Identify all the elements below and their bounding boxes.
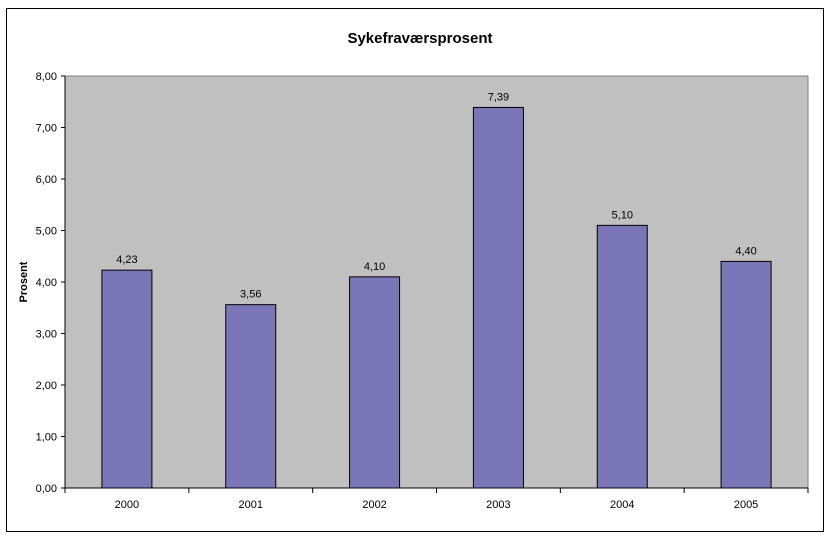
- x-axis: 2000 2001 2002 2003 2004 2005: [64, 487, 809, 511]
- data-label-2001: 3,56: [240, 289, 261, 301]
- x-tick-label-2003: 2003: [486, 499, 510, 511]
- data-label-2004: 5,10: [612, 209, 633, 221]
- bar-2001: [225, 304, 277, 489]
- data-label-2000: 4,23: [116, 254, 137, 266]
- bar-2000: [101, 269, 153, 489]
- y-tick-label: 5,00: [36, 226, 57, 238]
- y-axis-label: Prosent: [18, 261, 30, 302]
- x-tick-label-2001: 2001: [239, 499, 263, 511]
- y-tick-label: 3,00: [36, 329, 57, 341]
- bar-2004: [596, 224, 648, 489]
- x-tick-label-2005: 2005: [734, 499, 758, 511]
- chart-title: Sykefraværsprosent: [347, 30, 492, 47]
- bar-2002: [349, 276, 401, 489]
- bar-2005: [720, 260, 772, 489]
- y-tick-label: 0,00: [36, 483, 57, 495]
- plot-area: [64, 75, 809, 489]
- x-tick-label-2000: 2000: [115, 499, 139, 511]
- y-axis: 0,00 1,00 2,00 3,00 4,00 5,00 6,00 7,00 8,00: [36, 71, 66, 495]
- y-tick-label: 7,00: [36, 123, 57, 135]
- y-tick-label: 4,00: [36, 277, 57, 289]
- y-tick-label: 1,00: [36, 432, 57, 444]
- y-tick-label: 2,00: [36, 380, 57, 392]
- x-tick-label-2002: 2002: [362, 499, 386, 511]
- bar-2003: [472, 106, 524, 489]
- bars: 4,23 3,56 4,10 7,39 5,10 4,40: [101, 91, 772, 489]
- y-tick-label: 8,00: [36, 71, 57, 83]
- data-label-2005: 4,40: [735, 245, 756, 257]
- data-label-2002: 4,10: [364, 261, 385, 273]
- data-label-2003: 7,39: [488, 91, 509, 103]
- y-tick-label: 6,00: [36, 174, 57, 186]
- x-tick-label-2004: 2004: [610, 499, 634, 511]
